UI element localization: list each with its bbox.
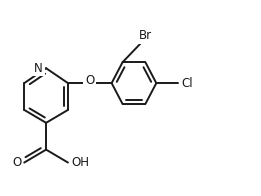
- Text: N: N: [34, 62, 43, 75]
- Text: O: O: [12, 156, 21, 169]
- Text: Br: Br: [139, 29, 152, 42]
- Text: OH: OH: [71, 156, 89, 169]
- Text: Cl: Cl: [181, 77, 193, 90]
- Text: O: O: [85, 74, 94, 87]
